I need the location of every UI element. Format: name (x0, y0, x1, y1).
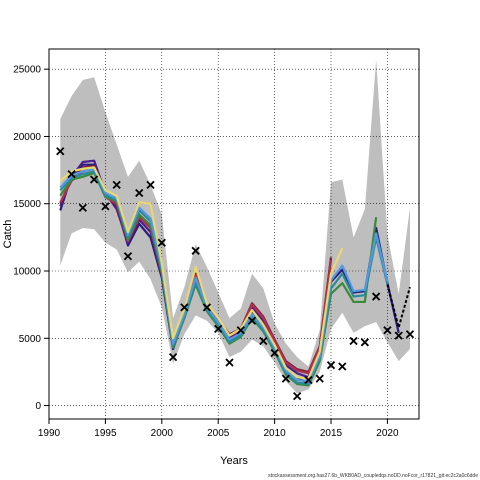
observed-mark-stroke (202, 303, 212, 312)
series-line-8 (59, 166, 344, 380)
observed-point (202, 303, 212, 312)
observed-mark-stroke (214, 324, 223, 333)
observed-mark-stroke (270, 348, 279, 358)
observed-point (157, 238, 166, 247)
series-lines (59, 159, 411, 387)
observed-point (247, 316, 257, 325)
observed-mark-stroke (168, 352, 178, 362)
series-line-6 (59, 170, 389, 386)
observed-mark-stroke (349, 336, 358, 346)
observed-point (191, 246, 200, 255)
observed-mark-stroke (405, 330, 415, 339)
observed-mark-stroke (304, 375, 313, 385)
x-tick-label: 1995 (94, 428, 117, 439)
observed-point (225, 358, 234, 367)
observed-point (101, 202, 110, 211)
observed-points (56, 147, 415, 401)
x-tick-label: 1990 (38, 428, 61, 439)
observed-point (293, 391, 302, 401)
observed-mark-stroke (225, 358, 234, 367)
observed-mark-stroke (315, 374, 324, 383)
series-line-dashed (386, 284, 411, 332)
footer-note: stockassessment.org.has27.6b_WKB0AD_coup… (268, 473, 478, 479)
series-line-7 (59, 167, 389, 383)
observed-point (360, 338, 369, 347)
plot-frame (48, 48, 420, 420)
observed-point (304, 375, 313, 385)
observed-point (281, 374, 291, 383)
observed-mark-stroke (146, 180, 155, 190)
observed-mark-stroke (293, 391, 302, 401)
observed-point (270, 348, 279, 358)
observed-point (371, 292, 381, 301)
observed-point (67, 169, 76, 179)
observed-point (214, 324, 223, 333)
observed-mark-stroke (191, 246, 200, 255)
observed-point (135, 188, 144, 198)
observed-point (315, 374, 324, 383)
observed-point (349, 336, 358, 346)
observed-point (123, 252, 133, 261)
observed-mark-stroke (67, 169, 76, 179)
x-axis-title: Years (220, 455, 248, 467)
observed-mark-stroke (259, 336, 268, 346)
x-tick-label: 2000 (151, 428, 174, 439)
observed-mark-stroke (157, 238, 166, 247)
observed-point (259, 336, 268, 346)
y-tick-label: 5000 (19, 334, 42, 345)
observed-mark-stroke (135, 188, 144, 198)
observed-mark-stroke (123, 252, 133, 261)
observed-mark-stroke (338, 362, 347, 371)
y-tick-label: 0 (35, 401, 41, 412)
observed-point (146, 180, 155, 190)
observed-point (383, 326, 392, 335)
observed-mark-stroke (112, 180, 121, 190)
observed-mark-stroke (394, 331, 403, 340)
y-tick-label: 25000 (13, 65, 41, 76)
observed-point (338, 362, 347, 371)
observed-point (180, 303, 189, 312)
y-axis-title: Catch (2, 220, 14, 249)
y-axis: 0 5000 10000 15000 20000 25000 (13, 65, 49, 412)
observed-mark-stroke (326, 361, 336, 370)
x-tick-label: 2015 (320, 428, 343, 439)
confidence-band-area (60, 59, 410, 394)
observed-point (112, 180, 121, 190)
y-tick-label: 20000 (13, 132, 41, 143)
x-tick-label: 2010 (263, 428, 286, 439)
observed-mark-stroke (101, 202, 110, 211)
observed-mark-stroke (89, 175, 99, 184)
confidence-band (60, 59, 410, 394)
observed-mark-stroke (360, 338, 369, 347)
observed-point (168, 352, 178, 362)
observed-mark-stroke (180, 303, 189, 312)
observed-mark-stroke (56, 147, 65, 156)
observed-mark-stroke (281, 374, 291, 383)
observed-mark-stroke (236, 326, 245, 335)
observed-point (394, 331, 403, 340)
observed-point (89, 175, 99, 184)
observed-point (405, 330, 415, 339)
x-tick-label: 2020 (376, 428, 399, 439)
x-axis: 1990 1995 2000 2005 2010 2015 2020 (38, 419, 399, 439)
observed-mark-stroke (383, 326, 392, 335)
y-tick-label: 10000 (13, 267, 41, 278)
observed-point (326, 361, 336, 370)
observed-point (56, 147, 65, 156)
observed-mark-stroke (78, 203, 87, 212)
observed-point (78, 203, 87, 212)
x-tick-label: 2005 (207, 428, 230, 439)
observed-mark-stroke (247, 316, 257, 325)
y-tick-label: 15000 (13, 199, 41, 210)
observed-point (236, 326, 245, 335)
observed-mark-stroke (371, 292, 381, 301)
